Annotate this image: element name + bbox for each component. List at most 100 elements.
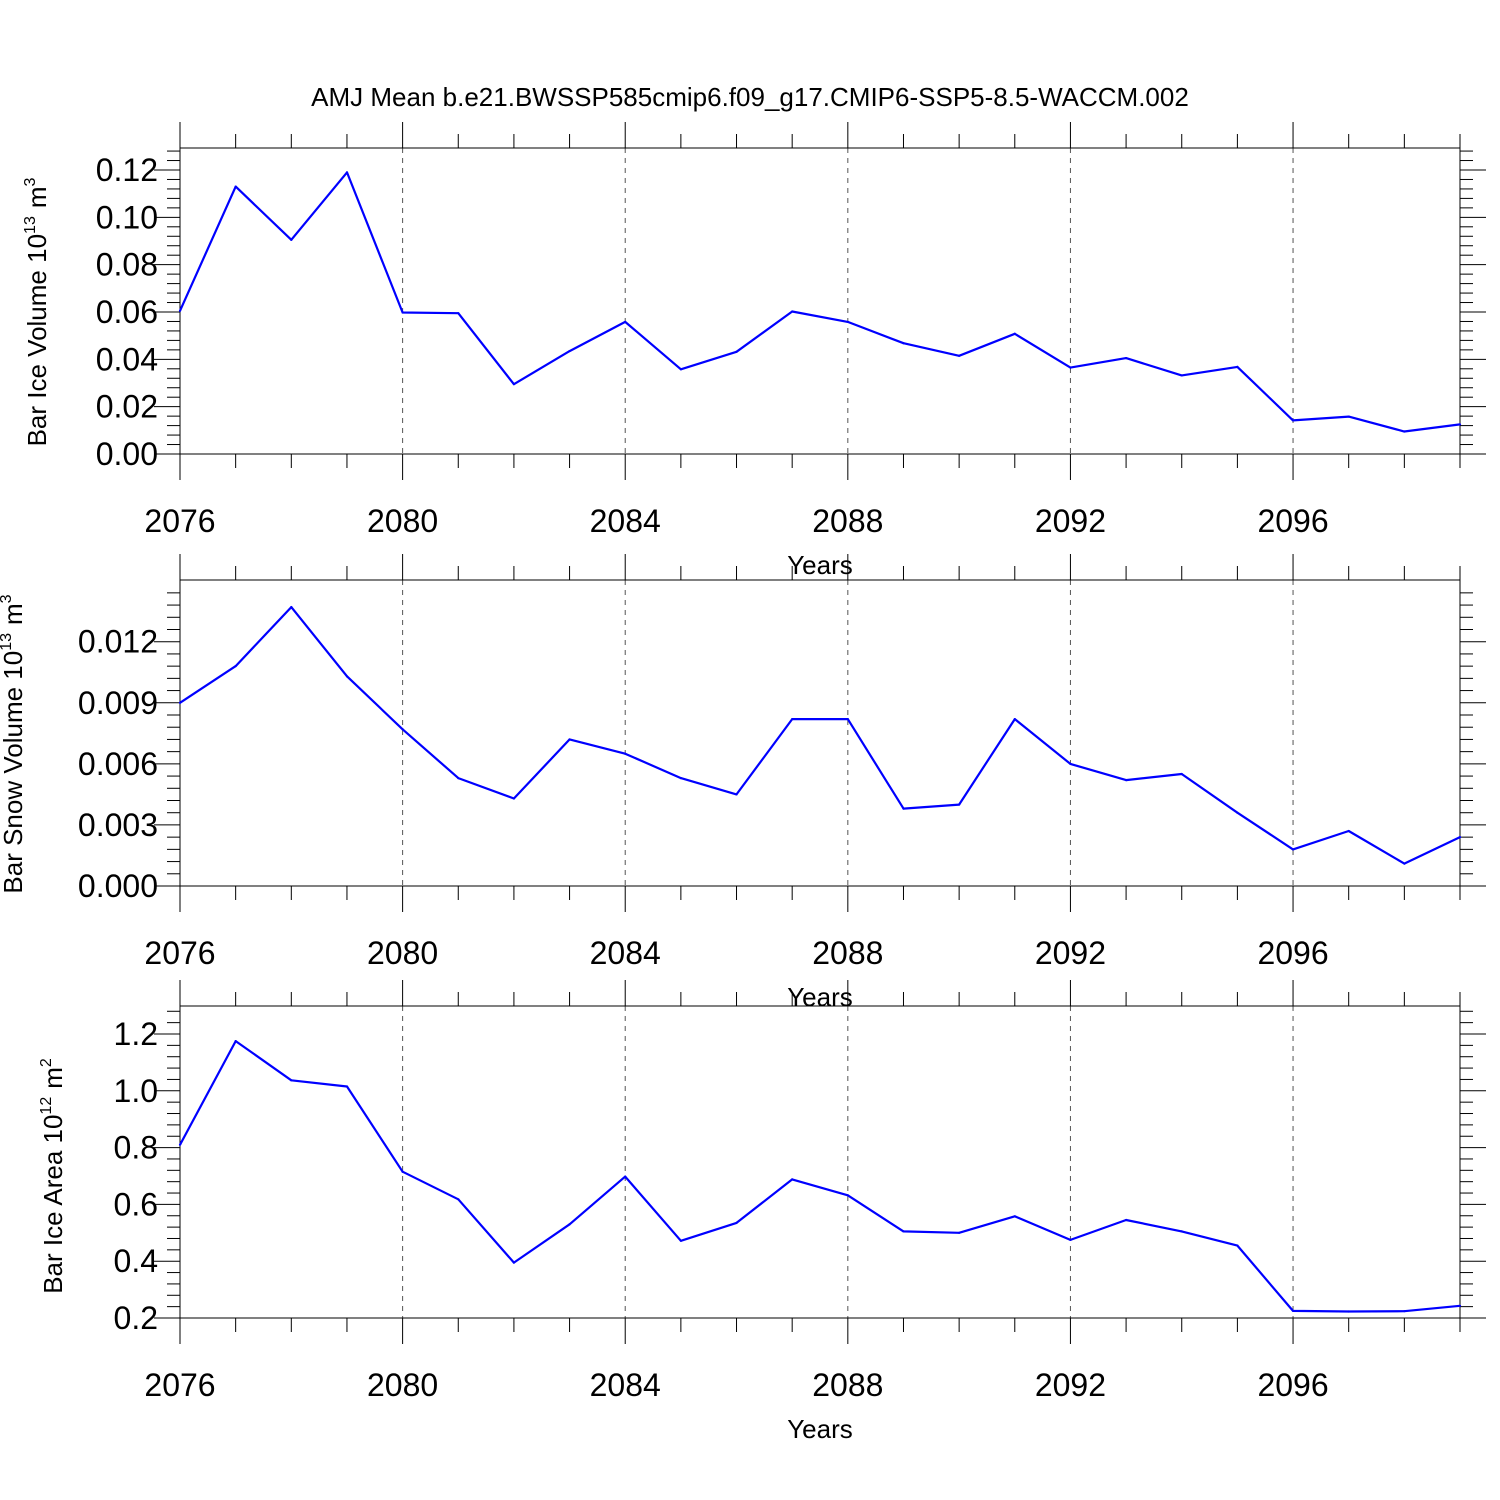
x-axis-label: Years bbox=[787, 1414, 853, 1444]
x-tick-label: 2092 bbox=[1035, 935, 1106, 971]
x-tick-label: 2084 bbox=[590, 935, 661, 971]
data-point bbox=[791, 310, 794, 313]
data-point bbox=[1236, 365, 1239, 369]
y-tick-label: 0.4 bbox=[114, 1243, 158, 1279]
data-point bbox=[1180, 1230, 1183, 1233]
y-axis-label-exponent: 13 bbox=[22, 216, 39, 234]
data-point bbox=[1458, 1304, 1462, 1307]
plot-frame bbox=[179, 1005, 1461, 1319]
data-point bbox=[1403, 862, 1406, 865]
panel-2: 0.000 0.003 0.006 0.009 0.012 2076 2080 2084 208… bbox=[0, 554, 1486, 1012]
data-point bbox=[401, 728, 404, 731]
y-tick-label: 0.009 bbox=[78, 685, 158, 721]
x-tick-label: 2076 bbox=[144, 503, 215, 539]
data-point bbox=[1013, 1215, 1016, 1218]
x-tick-label: 2088 bbox=[812, 1367, 883, 1403]
data-point bbox=[679, 368, 682, 371]
y-axis-label-main: Bar Ice Area 10 bbox=[38, 1115, 68, 1294]
data-point bbox=[512, 797, 516, 800]
data-point bbox=[234, 665, 237, 668]
data-point bbox=[1291, 419, 1295, 422]
x-tick-label: 2092 bbox=[1035, 503, 1106, 539]
x-tick-label: 2080 bbox=[367, 503, 438, 539]
x-tick-label: 2080 bbox=[367, 1367, 438, 1403]
x-tick-label: 2096 bbox=[1257, 935, 1328, 971]
y-tick-label: 0.003 bbox=[78, 807, 158, 843]
data-point bbox=[1347, 829, 1350, 833]
plot-frame bbox=[179, 579, 1461, 887]
y-axis-label-unit-exponent: 3 bbox=[22, 177, 39, 186]
y-tick-label: 1.0 bbox=[114, 1073, 158, 1109]
data-point bbox=[178, 309, 182, 312]
data-point bbox=[1347, 415, 1350, 418]
y-tick-label: 0.08 bbox=[96, 247, 158, 283]
data-point bbox=[902, 1230, 905, 1233]
x-tick-label: 2092 bbox=[1035, 1367, 1106, 1403]
data-point bbox=[1291, 848, 1295, 851]
data-point bbox=[345, 1085, 349, 1088]
y-axis-label-main: Bar Snow Volume 10 bbox=[0, 651, 28, 894]
data-point bbox=[457, 777, 460, 780]
y-axis-label-main: Bar Ice Volume 10 bbox=[22, 234, 52, 446]
data-point bbox=[290, 1079, 293, 1082]
data-point bbox=[512, 383, 516, 386]
y-tick-label: 1.2 bbox=[114, 1016, 158, 1052]
panel-1: 0.00 0.02 0.04 0.06 0.08 0.10 0.12 2076 2080 2084… bbox=[22, 122, 1486, 580]
y-axis-label: Bar Snow Volume 1013 m3 bbox=[0, 594, 28, 893]
data-point bbox=[512, 1261, 516, 1264]
series-line bbox=[178, 171, 1461, 433]
data-point bbox=[958, 803, 961, 806]
data-point bbox=[1124, 779, 1128, 782]
y-tick-label: 0.012 bbox=[78, 624, 158, 660]
data-point bbox=[568, 738, 571, 741]
data-point bbox=[958, 354, 961, 357]
y-axis-label: Bar Ice Volume 1013 m3 bbox=[22, 177, 52, 446]
chart-title: AMJ Mean b.e21.BWSSP585cmip6.f09_g17.CMI… bbox=[311, 82, 1189, 112]
data-point bbox=[679, 777, 682, 780]
data-point bbox=[1013, 332, 1016, 335]
x-tick-label: 2096 bbox=[1257, 1367, 1328, 1403]
data-point bbox=[624, 320, 627, 324]
data-point bbox=[290, 238, 293, 241]
y-tick-label: 0.12 bbox=[96, 152, 158, 188]
panel-3: 0.2 0.4 0.6 0.8 1.0 1.2 2076 2080 2084 2088 2092 20… bbox=[38, 980, 1486, 1444]
data-point bbox=[234, 1040, 237, 1043]
y-axis-label-unit: m bbox=[38, 1067, 68, 1089]
data-point bbox=[1403, 430, 1406, 433]
data-point bbox=[1180, 374, 1183, 377]
data-point bbox=[568, 1223, 571, 1226]
data-point bbox=[1458, 836, 1462, 839]
data-point bbox=[1069, 1238, 1072, 1241]
data-point bbox=[1403, 1310, 1406, 1313]
data-point bbox=[624, 752, 627, 755]
plot-frame bbox=[179, 147, 1461, 455]
y-tick-label: 0.02 bbox=[96, 389, 158, 425]
data-point bbox=[345, 675, 349, 678]
data-point bbox=[958, 1231, 961, 1234]
data-point bbox=[1458, 423, 1462, 426]
x-tick-label: 2084 bbox=[590, 1367, 661, 1403]
x-tick-label: 2076 bbox=[144, 935, 215, 971]
data-point bbox=[568, 349, 571, 353]
data-point bbox=[902, 342, 905, 345]
data-point bbox=[1236, 1244, 1239, 1247]
data-point bbox=[1124, 1218, 1128, 1222]
data-point bbox=[1069, 762, 1072, 765]
y-axis-label: Bar Ice Area 1012 m2 bbox=[38, 1058, 68, 1294]
panels-container: 0.00 0.02 0.04 0.06 0.08 0.10 0.12 2076 2080 2084… bbox=[0, 122, 1486, 1444]
data-point bbox=[1124, 357, 1128, 360]
data-point bbox=[902, 807, 905, 810]
data-point bbox=[791, 717, 794, 721]
y-axis-label-unit-exponent: 3 bbox=[0, 594, 15, 603]
data-point bbox=[1236, 811, 1239, 814]
y-axis-label-unit: m bbox=[22, 186, 52, 208]
y-tick-label: 0.8 bbox=[114, 1130, 158, 1166]
data-point bbox=[735, 350, 738, 353]
data-point bbox=[178, 701, 182, 704]
x-tick-label: 2080 bbox=[367, 935, 438, 971]
y-tick-label: 0.000 bbox=[78, 868, 158, 904]
data-point bbox=[401, 311, 404, 314]
data-point bbox=[345, 171, 349, 174]
